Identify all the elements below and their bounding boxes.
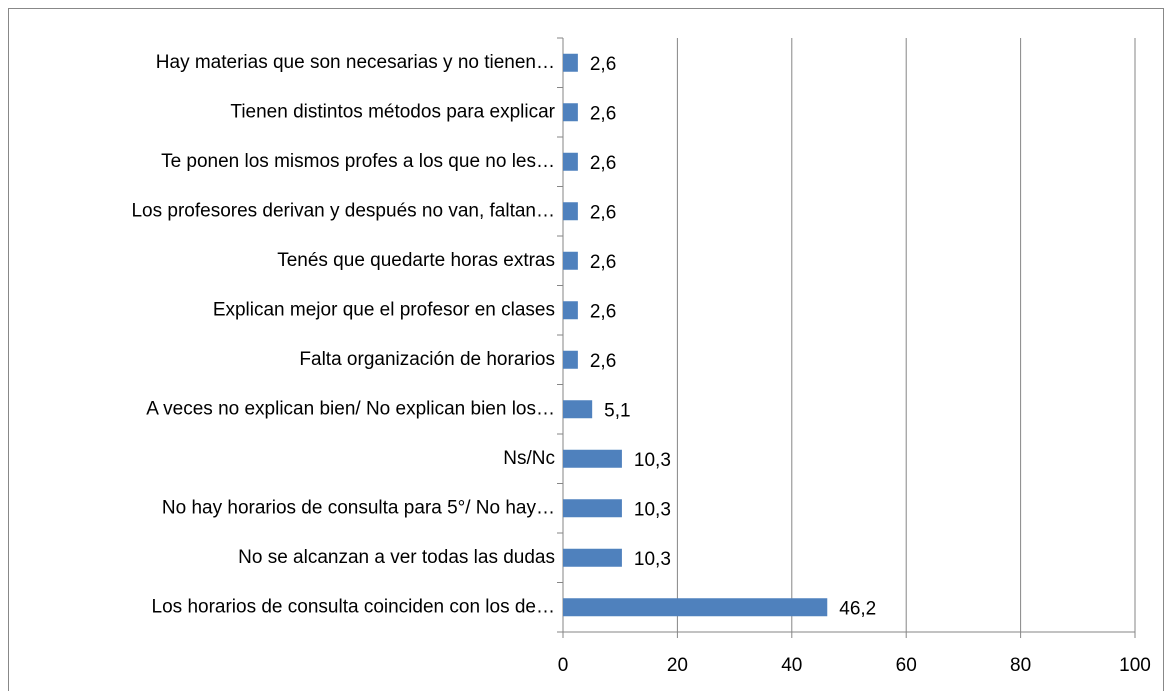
x-tick-label: 60 [896,655,917,676]
value-label: 5,1 [604,400,630,421]
y-tick-label: A veces no explican bien/ No explican bi… [146,398,555,419]
x-tick-label: 100 [1119,655,1151,676]
bar [563,202,578,221]
bar [563,251,578,270]
value-label: 2,6 [590,103,616,124]
bar [563,152,578,171]
bar [563,400,593,419]
bar [563,53,578,72]
value-label: 10,3 [634,450,671,471]
y-tick-label: Tienen distintos métodos para explicar [230,101,555,122]
y-tick-label: Falta organización de horarios [299,349,555,370]
y-tick-label: Explican mejor que el profesor en clases [213,299,555,320]
bar [563,598,828,617]
x-tick-label: 20 [667,655,688,676]
value-label: 10,3 [634,499,671,520]
value-label: 2,6 [590,54,616,75]
y-tick-label: Ns/Nc [503,448,555,469]
y-tick-label: Los profesores derivan y después no van,… [131,200,555,221]
bar [563,449,622,468]
value-label: 2,6 [590,202,616,223]
x-tick-label: 40 [781,655,802,676]
y-tick-label: Los horarios de consulta coinciden con l… [152,596,555,617]
y-tick-label: Tenés que quedarte horas extras [277,250,555,271]
bar [563,499,622,518]
bar [563,350,578,369]
y-tick-label: Te ponen los mismos profes a los que no … [161,151,555,172]
value-label: 2,6 [590,351,616,372]
value-label: 2,6 [590,301,616,322]
y-tick-label: No se alcanzan a ver todas las dudas [238,547,555,568]
value-label: 2,6 [590,153,616,174]
bar [563,301,578,320]
value-label: 10,3 [634,549,671,570]
x-tick-label: 0 [558,655,569,676]
value-label: 2,6 [590,252,616,273]
x-tick-label: 80 [1010,655,1031,676]
value-label: 46,2 [839,598,876,619]
bar [563,548,622,567]
y-tick-label: Hay materias que son necesarias y no tie… [156,52,555,73]
bar [563,103,578,122]
chart-border [8,8,1164,691]
y-tick-label: No hay horarios de consulta para 5°/ No … [162,497,555,518]
